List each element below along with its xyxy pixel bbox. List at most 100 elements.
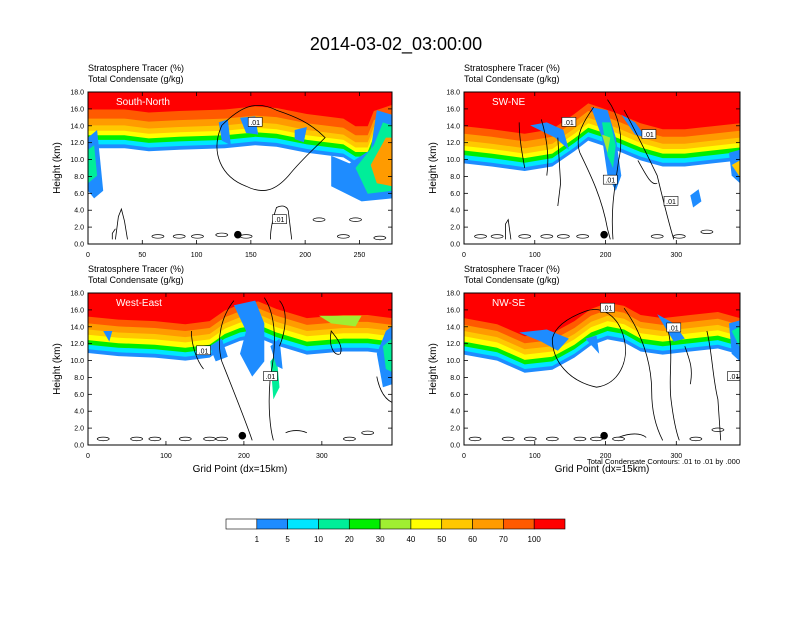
- panel-tracer-label: Stratosphere Tracer (%): [464, 264, 560, 274]
- contour-label: .01: [644, 132, 654, 139]
- condensate-contour-small: [337, 234, 350, 239]
- panel-nw-se: Stratosphere Tracer (%)Total Condensate …: [428, 264, 741, 475]
- y-tick-label: 6.0: [450, 191, 460, 198]
- colorbar-swatch: [472, 518, 504, 530]
- tracer-blob: [585, 335, 600, 354]
- colorbar-label: 1: [255, 535, 260, 544]
- x-tick-label: 200: [600, 252, 612, 259]
- contour-label: .01: [605, 178, 615, 185]
- location-marker: [238, 431, 247, 440]
- condensate-contour: [637, 160, 658, 185]
- panel-name-label: West-East: [116, 298, 162, 309]
- y-tick-label: 12.0: [70, 140, 84, 147]
- condensate-contour-small: [700, 229, 714, 234]
- y-tick-label: 6.0: [74, 191, 84, 198]
- panel-frame: [87, 292, 393, 446]
- condensate-contour-small: [501, 436, 515, 442]
- y-tick-label: 14.0: [446, 123, 460, 130]
- contour-label-box: [663, 196, 679, 206]
- contour-label: .01: [669, 325, 679, 332]
- colorbar-swatch: [225, 518, 258, 530]
- y-tick-label: 14.0: [70, 123, 84, 130]
- condensate-contour-small: [343, 436, 356, 442]
- contour-label-box: [263, 371, 278, 381]
- colorbar-label: 5: [285, 535, 290, 544]
- panel-tracer-label: Stratosphere Tracer (%): [88, 63, 184, 73]
- y-tick-label: 10.0: [446, 358, 460, 365]
- condensate-contour: [216, 104, 326, 191]
- condensate-contour: [330, 330, 342, 355]
- location-marker: [600, 230, 608, 239]
- x-tick-label: 200: [299, 252, 311, 259]
- condensate-contour: [270, 205, 293, 240]
- contour-label: .01: [266, 374, 276, 381]
- colorbar-swatch: [503, 518, 535, 530]
- colorbar-label: 30: [376, 535, 385, 544]
- colorbar: 1 5 10 20 30 40 50 60 70 100: [225, 518, 566, 544]
- tracer-blob: [209, 338, 228, 362]
- contour-label-box: [727, 371, 740, 381]
- condensate-contour: [577, 106, 611, 240]
- tracer-blob: [382, 338, 392, 372]
- condensate-contour-small: [96, 436, 110, 442]
- tracer-blob: [602, 134, 611, 153]
- x-tick-label: 300: [670, 453, 682, 460]
- panel-field: .01 .01 .01 .01: [464, 92, 740, 244]
- tracer-blob: [370, 137, 392, 187]
- condensate-contour: [191, 330, 204, 370]
- x-axis-label: Grid Point (dx=15km): [555, 464, 650, 475]
- x-tick-label: 0: [86, 453, 90, 460]
- y-tick-label: 12.0: [446, 341, 460, 348]
- panel-south-north: Stratosphere Tracer (%)Total Condensate …: [52, 63, 393, 259]
- colorbar-swatch: [441, 518, 473, 530]
- condensate-contour: [706, 330, 722, 441]
- condensate-contour-small: [373, 235, 387, 241]
- condensate-contour-small: [361, 430, 375, 435]
- condensate-contour: [219, 300, 253, 441]
- tracer-band-max: [464, 92, 740, 130]
- tracer-blob: [294, 127, 307, 143]
- colorbar-label: 100: [528, 535, 542, 544]
- x-tick-label: 150: [245, 252, 257, 259]
- condensate-contour-small: [573, 436, 587, 442]
- contour-label-box: [272, 214, 287, 224]
- panel-condensate-label: Total Condensate (g/kg): [464, 275, 560, 285]
- condensate-contour: [285, 430, 308, 434]
- x-axis-label: Grid Point (dx=15km): [193, 464, 288, 475]
- colorbar-label: 20: [345, 535, 354, 544]
- y-tick-label: 0.0: [450, 443, 460, 450]
- colorbar-swatch: [379, 518, 412, 530]
- colorbar-label: 40: [406, 535, 415, 544]
- condensate-contour-small: [349, 217, 362, 222]
- condensate-contour: [540, 119, 549, 176]
- y-axis-label: Height (km): [428, 343, 439, 395]
- panel-condensate-label: Total Condensate (g/kg): [88, 275, 184, 285]
- tracer-blob: [621, 114, 647, 138]
- condensate-contour-small: [130, 436, 143, 442]
- panel-name-label: SW-NE: [492, 97, 525, 108]
- x-tick-label: 100: [160, 453, 172, 460]
- y-tick-label: 16.0: [70, 106, 84, 113]
- panel-sw-ne: Stratosphere Tracer (%)Total Condensate …: [428, 63, 741, 259]
- condensate-contour-small: [172, 234, 186, 239]
- condensate-contour-small: [672, 234, 686, 239]
- condensate-contour-small: [545, 436, 559, 442]
- condensate-contour: [551, 309, 626, 388]
- condensate-contour-small: [523, 436, 537, 442]
- tracer-band-max: [464, 293, 740, 333]
- contour-label: .01: [666, 199, 676, 206]
- tracer-blob: [519, 329, 569, 351]
- colorbar-swatch: [318, 518, 350, 530]
- x-tick-label: 200: [238, 453, 250, 460]
- x-tick-label: 0: [462, 453, 466, 460]
- condensate-contour: [505, 218, 512, 240]
- y-tick-label: 2.0: [74, 225, 84, 232]
- panels-group: Stratosphere Tracer (%)Total Condensate …: [52, 63, 741, 475]
- colorbar-label: 50: [437, 535, 446, 544]
- colorbar-swatch: [348, 518, 381, 530]
- x-tick-label: 100: [529, 453, 541, 460]
- y-axis-label: Height (km): [52, 343, 63, 395]
- tracer-blob: [88, 145, 98, 184]
- colorbar-swatch: [287, 518, 319, 530]
